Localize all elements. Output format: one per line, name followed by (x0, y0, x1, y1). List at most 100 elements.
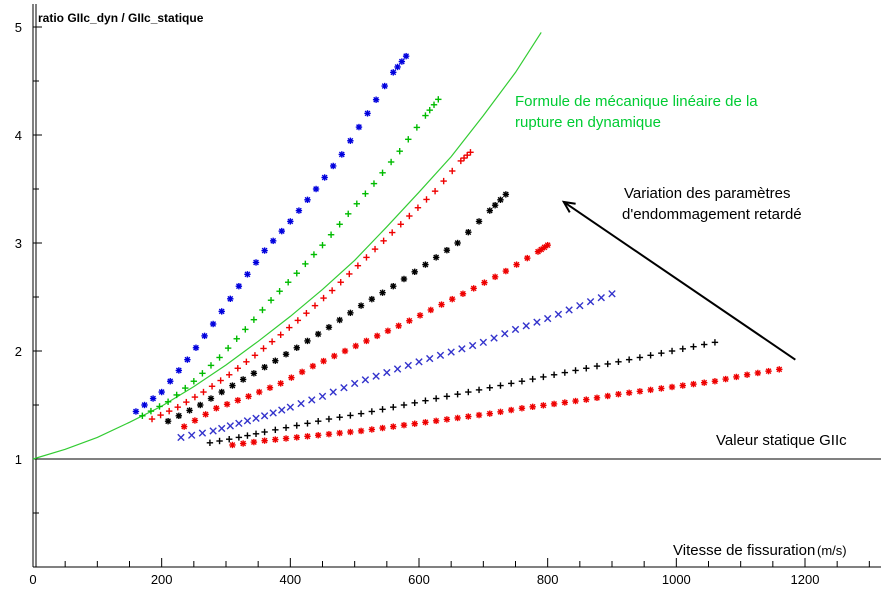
data-point-stroke (379, 289, 386, 296)
data-point-stroke (272, 436, 279, 443)
data-point (430, 101, 438, 108)
data-point (423, 196, 430, 203)
data-point-stroke (165, 418, 171, 425)
data-point-stroke (229, 382, 236, 389)
data-point (383, 368, 391, 377)
data-point (272, 357, 279, 364)
data-point (454, 391, 461, 398)
y-tick-label: 3 (15, 236, 22, 251)
data-point-stroke (218, 389, 225, 395)
data-point-stroke (554, 310, 563, 318)
data-point (380, 237, 387, 245)
data-point-stroke (227, 295, 234, 302)
data-point (320, 357, 327, 365)
data-point (426, 106, 433, 114)
data-point-stroke (492, 202, 499, 209)
data-point-stroke (422, 261, 429, 268)
data-point (679, 345, 686, 353)
data-point (298, 368, 306, 376)
data-point-stroke (426, 354, 434, 363)
data-point-stroke (406, 317, 413, 324)
data-point-stroke (501, 330, 509, 338)
data-point-stroke (443, 247, 450, 254)
data-point (368, 295, 376, 303)
data-point (243, 358, 250, 365)
data-point (167, 378, 174, 385)
data-point (329, 388, 337, 396)
data-point (608, 290, 616, 298)
series-4 (164, 191, 510, 425)
data-point (297, 399, 305, 408)
data-point-stroke (218, 424, 226, 433)
data-point (192, 344, 200, 351)
data-point-stroke (533, 318, 541, 326)
data-point (636, 388, 644, 395)
data-point (449, 295, 456, 303)
data-point (372, 96, 380, 103)
data-point-stroke (411, 420, 418, 427)
data-point-stroke (141, 402, 148, 408)
data-point (206, 439, 214, 446)
data-point-stroke (193, 344, 199, 351)
data-point (490, 334, 498, 342)
data-point (186, 407, 193, 414)
data-point-stroke (352, 343, 359, 349)
data-point (226, 436, 233, 443)
data-point (350, 379, 359, 388)
data-point (554, 310, 563, 318)
data-point (511, 325, 520, 334)
data-point-stroke (358, 428, 364, 434)
data-point-stroke (604, 393, 611, 399)
data-point (475, 386, 483, 394)
data-point (464, 151, 471, 159)
data-point (393, 365, 402, 373)
data-point-stroke (278, 406, 286, 414)
data-point (432, 395, 440, 402)
data-point (304, 433, 311, 440)
data-point (355, 123, 363, 131)
data-point (586, 297, 595, 306)
data-point (679, 382, 686, 389)
data-point (432, 417, 440, 425)
data-point (148, 415, 156, 423)
data-point (278, 227, 285, 235)
data-point-stroke (283, 435, 289, 442)
data-point-stroke (244, 271, 251, 278)
data-point-stroke (288, 374, 295, 381)
data-point (197, 401, 204, 409)
data-point-stroke (427, 307, 434, 313)
data-point (336, 221, 343, 228)
data-point (583, 365, 590, 372)
data-point-stroke (240, 440, 247, 447)
data-point (502, 267, 510, 275)
data-point-stroke (224, 401, 230, 408)
data-point (347, 309, 354, 317)
data-point (481, 279, 488, 286)
data-point-stroke (449, 296, 456, 303)
data-point (543, 314, 552, 323)
data-point-stroke (202, 411, 209, 418)
data-point (508, 406, 515, 414)
data-point (465, 413, 472, 420)
data-point-stroke (283, 351, 289, 358)
data-point (615, 358, 622, 365)
data-point (175, 412, 183, 419)
data-point (406, 212, 413, 220)
data-point (368, 408, 376, 415)
data-point (175, 367, 183, 374)
data-point (362, 190, 369, 197)
data-point-stroke (415, 358, 423, 366)
data-point-stroke (401, 276, 407, 282)
data-point (235, 419, 243, 428)
data-point (414, 204, 422, 211)
data-point (304, 420, 311, 427)
data-point (156, 403, 163, 410)
data-point-stroke (363, 338, 370, 344)
data-point-stroke (390, 283, 397, 290)
data-point (180, 423, 188, 430)
data-point-stroke (492, 273, 499, 280)
data-point (216, 437, 223, 445)
y-tick-label: 2 (15, 344, 22, 359)
data-point (239, 440, 247, 447)
